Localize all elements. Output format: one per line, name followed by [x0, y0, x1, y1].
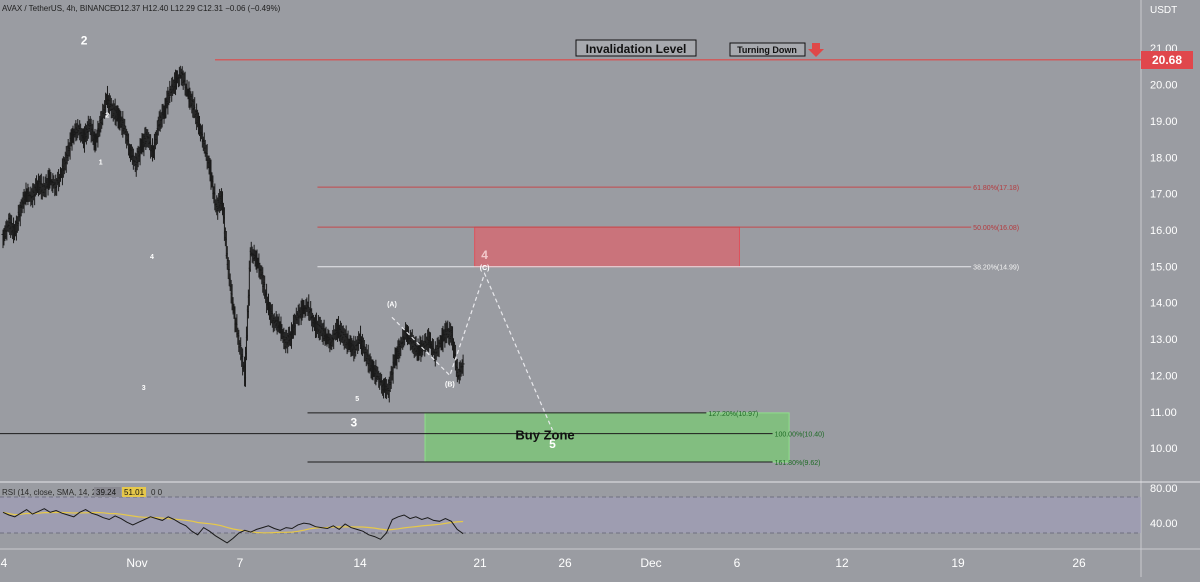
y-axis-ticks: 21.0020.0019.0018.0017.0016.0015.0014.00…: [1150, 43, 1178, 455]
x-tick-label: 21: [473, 556, 487, 570]
wave-label: 1: [99, 160, 103, 167]
fib-label: 127.20%(10.97): [708, 411, 758, 418]
wave-label: 3: [351, 415, 358, 429]
x-tick-label: 12: [835, 556, 849, 570]
fib-label: 38.20%(14.99): [973, 265, 1019, 272]
y-tick-label: 12.00: [1150, 370, 1178, 382]
symbol-title: AVAX / TetherUS, 4h, BINANCE: [2, 4, 115, 13]
rsi-tick-80: 80.00: [1150, 483, 1178, 495]
fib-label: 161.80%(9.62): [775, 460, 821, 467]
wave-label: 5: [355, 396, 359, 403]
ohlc-readout: O12.37 H12.40 L12.29 C12.31 −0.06 (−0.49…: [114, 4, 281, 13]
rsi-title: RSI (14, close, SMA, 14, 2): [2, 488, 99, 497]
rsi-line: [2, 508, 464, 544]
wave-label: 5: [549, 437, 556, 451]
x-tick-label: 6: [734, 556, 741, 570]
turning-down-box: [729, 42, 806, 57]
wave-label: 4: [481, 248, 488, 262]
rsi-pane: RSI (14, close, SMA, 14, 2) 39.24 51.01 …: [0, 483, 1178, 544]
y-tick-label: 11.00: [1150, 407, 1177, 419]
buy-zone: [424, 412, 790, 463]
y-tick-label: 13.00: [1150, 334, 1178, 346]
wave-labels: 2 2 1 4 3 5 (A) (B) (C) 4 3 5: [81, 34, 556, 452]
invalidation-group: Invalidation Level Turning Down 20.68: [215, 39, 1193, 69]
rsi-sma-chip: [122, 487, 146, 497]
rsi-value-chip: [94, 487, 121, 497]
rsi-extra: 0 0: [151, 488, 163, 497]
invalidation-label-box: [575, 39, 697, 57]
fib-label: 61.80%(17.18): [973, 185, 1019, 192]
wave-label: 3: [142, 385, 146, 392]
rsi-value: 39.24: [96, 488, 117, 497]
buy-zone-label: Buy Zone: [515, 427, 574, 442]
rsi-tick-40: 40.00: [1150, 518, 1178, 530]
fib-label: 100.00%(10.40): [775, 432, 825, 439]
y-tick-label: 19.00: [1150, 116, 1178, 128]
x-axis-ticks: 4 Nov 7 14 21 26 Dec 6 12 19 26: [1, 556, 1086, 570]
turning-down-label: Turning Down: [737, 45, 797, 55]
zones-layer: [424, 226, 790, 463]
x-tick-label: Dec: [640, 556, 661, 570]
y-tick-label: 17.00: [1150, 189, 1178, 201]
fib-label: 50.00%(16.08): [973, 225, 1019, 232]
invalidation-label: Invalidation Level: [586, 42, 687, 56]
last-price-value: 20.68: [1152, 53, 1182, 67]
wave-projection-path: [391, 271, 554, 431]
rsi-band: [0, 497, 1141, 533]
x-tick-label: 4: [1, 556, 8, 570]
wave-label: (B): [445, 381, 455, 388]
x-tick-label: 19: [951, 556, 965, 570]
rsi-sma-value: 51.01: [124, 488, 145, 497]
x-tick-label: 7: [237, 556, 244, 570]
x-tick-label: 26: [558, 556, 572, 570]
x-tick-label: 14: [353, 556, 367, 570]
wave-label: (C): [480, 265, 490, 272]
y-tick-label: 15.00: [1150, 261, 1178, 273]
down-arrow-icon: [808, 43, 824, 57]
currency-label: USDT: [1150, 5, 1177, 16]
wave-label: 2: [105, 112, 109, 119]
wave-label: (A): [387, 301, 397, 308]
y-tick-label: 18.00: [1150, 152, 1178, 164]
y-tick-label: 16.00: [1150, 225, 1178, 237]
wave-label: 4: [150, 254, 154, 261]
wave-label: 2: [81, 34, 88, 48]
y-tick-label: 14.00: [1150, 298, 1178, 310]
last-price-badge: [1141, 51, 1193, 69]
candlestick-series: [1, 65, 465, 403]
x-tick-label: Nov: [126, 556, 147, 570]
resistance-zone: [474, 226, 740, 268]
fibonacci-levels: 61.80%(17.18) 50.00%(16.08) 38.20%(14.99) 1…: [0, 185, 1019, 467]
y-tick-label: 20.00: [1150, 80, 1178, 92]
y-tick-label: 10.00: [1150, 443, 1178, 455]
x-tick-label: 26: [1072, 556, 1086, 570]
